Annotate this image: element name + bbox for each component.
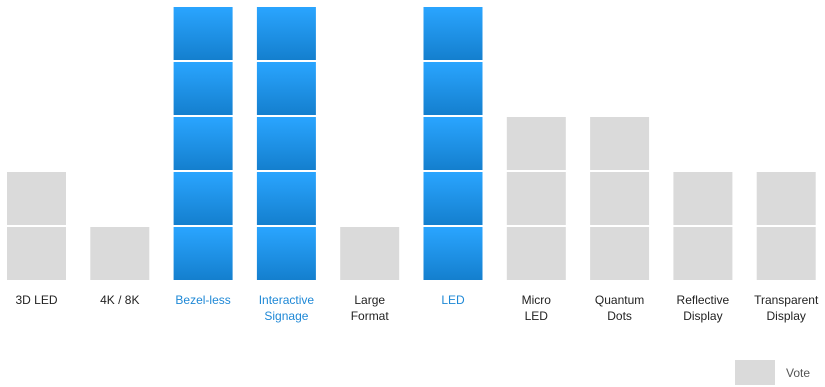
vote-block-bezel-less-4 [173,62,233,115]
vote-block-led-4 [423,62,483,115]
x-tick-label-line: Transparent [754,293,819,307]
x-tick-label-micro-led: Micro LED [522,293,552,323]
vote-block-quantum-dots-1 [590,227,650,280]
x-tick-label-line: Interactive [259,293,315,307]
vote-block-reflective-display-1 [673,227,733,280]
vote-block-micro-led-2 [506,172,566,225]
x-tick-label-led: LED [441,293,465,307]
vote-block-interactive-signage-3 [256,117,316,170]
x-tick-label-line: Format [351,309,390,323]
x-tick-label-line: Large [354,293,385,307]
x-tick-label-quantum-dots: Quantum Dots [595,293,644,323]
vote-block-interactive-signage-2 [256,172,316,225]
x-tick-label-line: LED [525,309,549,323]
vote-block-led-5 [423,7,483,60]
x-tick-label-line: Signage [264,309,308,323]
vote-block-led-2 [423,172,483,225]
x-tick-label-line: Dots [607,309,632,323]
legend: Vote [735,360,810,385]
legend-swatch [735,360,775,385]
x-tick-label-line: 3D LED [15,293,57,307]
vote-block-bezel-less-2 [173,172,233,225]
vote-block-3d-led-2 [7,172,66,225]
vote-block-transparent-display-1 [756,227,816,280]
vote-block-led-1 [423,227,483,280]
bars-group [7,7,816,280]
x-tick-label-transparent-display: Transparent Display [754,293,819,323]
vote-block-led-3 [423,117,483,170]
x-tick-label-large-format: Large Format [351,293,390,323]
vote-block-bezel-less-1 [173,227,233,280]
vote-block-bezel-less-3 [173,117,233,170]
x-tick-labels: 3D LED 4K / 8K Bezel-less Interactive Signag… [15,293,819,323]
x-tick-label-reflective-display: Reflective Display [677,293,730,323]
x-tick-label-line: Quantum [595,293,644,307]
vote-block-transparent-display-2 [756,172,816,225]
vote-block-quantum-dots-3 [590,117,650,170]
x-tick-label-line: LED [441,293,465,307]
x-tick-label-bezel-less: Bezel-less [175,293,230,307]
vote-block-micro-led-3 [506,117,566,170]
vote-block-interactive-signage-5 [256,7,316,60]
vote-block-micro-led-1 [506,227,566,280]
vote-block-reflective-display-2 [673,172,733,225]
vote-block-large-format-1 [340,227,400,280]
x-tick-label-line: Reflective [677,293,730,307]
vote-block-3d-led-1 [7,227,66,280]
x-tick-label-line: 4K / 8K [100,293,139,307]
x-tick-label-line: Bezel-less [175,293,230,307]
vote-block-quantum-dots-2 [590,172,650,225]
x-tick-label-line: Display [767,309,806,323]
vote-block-interactive-signage-1 [256,227,316,280]
legend-label: Vote [786,365,811,380]
x-tick-label-line: Display [683,309,722,323]
vote-chart: 3D LED 4K / 8K Bezel-less Interactive Signag… [7,7,819,323]
vote-block-bezel-less-5 [173,7,233,60]
x-tick-label-3d-led: 3D LED [15,293,57,307]
x-tick-label-line: Micro [522,293,552,307]
vote-block-4k-8k-1 [90,227,150,280]
x-tick-label-interactive-signage: Interactive Signage [259,293,315,323]
vote-block-interactive-signage-4 [256,62,316,115]
x-tick-label-4k-8k: 4K / 8K [100,293,139,307]
